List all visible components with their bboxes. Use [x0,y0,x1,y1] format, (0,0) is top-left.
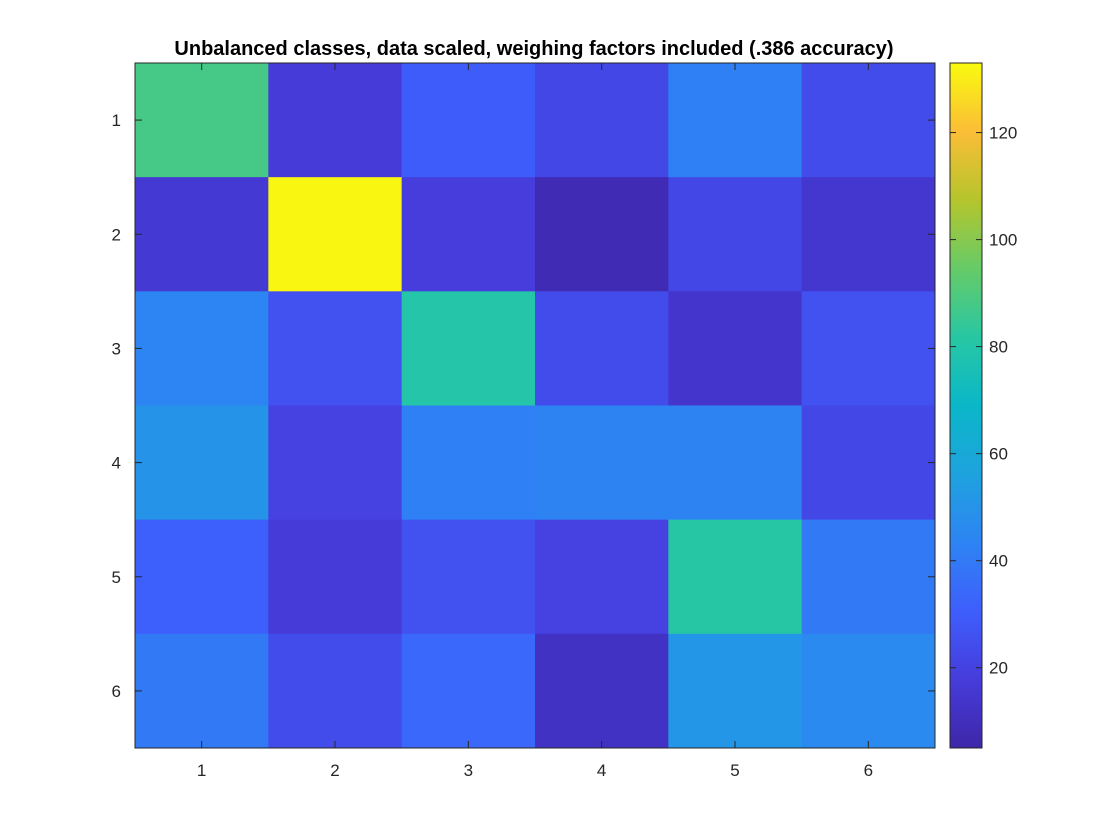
colorbar-ticks: 20 40 60 80 100 120 [950,124,1017,678]
heatmap-cell-r2-c5 [668,177,803,292]
heatmap-cell-r4-c1 [135,405,269,521]
colorbar [950,63,982,748]
x-axis-tick-labels: 1 2 3 4 5 6 [197,761,873,780]
heatmap-cell-r3-c5 [668,291,803,406]
heatmap-cell-r5-c5 [668,519,803,635]
heatmap-cell-r5-c6 [801,519,936,635]
heatmap-cell-r2-c6 [801,177,936,292]
heatmap-cell-r4-c5 [668,405,803,521]
x-tick-label: 4 [597,761,606,780]
axis-ticks [135,63,935,748]
heatmap-cell-r6-c3 [401,633,536,749]
heatmap-cell-r3-c2 [268,291,403,406]
x-tick-label: 2 [330,761,339,780]
heatmap-cell-r1-c2 [268,63,403,178]
y-tick-label: 1 [112,111,121,130]
heatmap-cell-r2-c2 [268,177,403,292]
heatmap-cell-r2-c3 [401,177,536,292]
heatmap-cell-r6-c4 [535,633,669,749]
y-tick-label: 4 [112,454,121,473]
colorbar-tick-label: 120 [989,124,1017,143]
heatmap-cell-r1-c3 [401,63,536,178]
x-tick-label: 3 [464,761,473,780]
heatmap-cell-r5-c4 [535,519,669,635]
colorbar-tick-label: 80 [989,338,1008,357]
heatmap-cell-r3-c4 [535,291,669,406]
heatmap-cell-r6-c1 [135,633,269,749]
x-tick-label: 1 [197,761,206,780]
y-tick-label: 5 [112,568,121,587]
colorbar-tick-label: 20 [989,659,1008,678]
heatmap-cell-r5-c3 [401,519,536,635]
heatmap-cells [135,63,936,749]
heatmap-cell-r3-c1 [135,291,269,406]
heatmap-cell-r4-c2 [268,405,403,521]
colorbar-tick-label: 100 [989,231,1017,250]
heatmap-cell-r4-c3 [401,405,536,521]
heatmap-cell-r1-c6 [801,63,936,178]
chart-title: Unbalanced classes, data scaled, weighin… [174,38,893,60]
colorbar-tick-label: 60 [989,445,1008,464]
heatmap-cell-r5-c1 [135,519,269,635]
heatmap-cell-r6-c2 [268,633,403,749]
x-tick-label: 5 [730,761,739,780]
colorbar-border [949,62,983,749]
heatmap-cell-r4-c4 [535,405,669,521]
heatmap-cell-r1-c4 [535,63,669,178]
heatmap-cell-r1-c1 [135,63,269,178]
heatmap-cell-r2-c1 [135,177,269,292]
heatmap-cell-r6-c5 [668,633,803,749]
y-tick-label: 2 [112,225,121,244]
y-tick-label: 3 [112,339,121,358]
heatmap-cell-r6-c6 [801,633,936,749]
heatmap-cell-r3-c3 [401,291,536,406]
plot-area-border [134,62,936,749]
heatmap-cell-r5-c2 [268,519,403,635]
y-axis-tick-labels: 1 2 3 4 5 6 [112,111,121,701]
heatmap-cell-r2-c4 [535,177,669,292]
heatmap-cell-r3-c6 [801,291,936,406]
colorbar-tick-label: 40 [989,552,1008,571]
x-tick-label: 6 [864,761,873,780]
y-tick-label: 6 [112,682,121,701]
heatmap-cell-r1-c5 [668,63,803,178]
heatmap-cell-r4-c6 [801,405,936,521]
